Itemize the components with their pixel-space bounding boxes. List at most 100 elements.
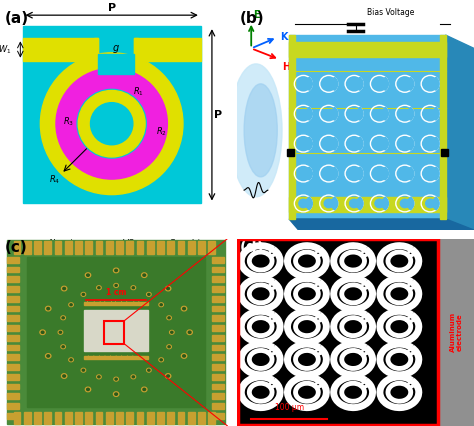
Text: H: H: [282, 62, 290, 72]
Bar: [212, 384, 224, 389]
Bar: [134, 38, 201, 60]
Circle shape: [400, 199, 409, 207]
Bar: [137, 242, 143, 253]
Circle shape: [375, 199, 384, 207]
Circle shape: [59, 331, 62, 333]
Bar: [7, 296, 19, 302]
Bar: [212, 364, 224, 370]
Circle shape: [146, 293, 151, 296]
Circle shape: [349, 80, 358, 88]
Circle shape: [349, 170, 358, 178]
Bar: [212, 257, 224, 262]
Circle shape: [113, 392, 119, 396]
Text: 100 μm: 100 μm: [274, 403, 304, 412]
Bar: [7, 325, 19, 331]
Legend: Aluminum, VO₂, Sapphire: Aluminum, VO₂, Sapphire: [18, 236, 214, 252]
Circle shape: [375, 80, 384, 88]
Circle shape: [40, 330, 46, 334]
Circle shape: [46, 354, 51, 358]
Circle shape: [324, 170, 333, 178]
Bar: [7, 413, 19, 418]
Text: E: E: [254, 10, 260, 20]
Polygon shape: [289, 219, 474, 230]
Bar: [84, 302, 148, 305]
Text: $W_1$: $W_1$: [0, 43, 11, 56]
Bar: [157, 242, 164, 253]
Circle shape: [299, 80, 308, 88]
Circle shape: [324, 199, 333, 207]
Circle shape: [375, 139, 384, 148]
Wedge shape: [405, 197, 414, 210]
Bar: [7, 345, 19, 350]
Ellipse shape: [244, 84, 277, 177]
Bar: [98, 54, 134, 74]
Bar: [24, 242, 31, 253]
Circle shape: [131, 375, 136, 379]
Bar: [147, 412, 154, 424]
Circle shape: [63, 375, 65, 377]
Bar: [14, 242, 20, 253]
Circle shape: [160, 304, 162, 306]
Circle shape: [167, 375, 169, 377]
Bar: [289, 42, 446, 57]
Bar: [289, 197, 446, 212]
Bar: [7, 286, 19, 292]
Bar: [289, 35, 295, 219]
Bar: [167, 242, 174, 253]
Bar: [104, 321, 124, 343]
Circle shape: [115, 378, 117, 380]
Wedge shape: [379, 137, 388, 150]
Circle shape: [69, 303, 73, 307]
Circle shape: [113, 268, 119, 273]
Circle shape: [400, 139, 409, 148]
Circle shape: [98, 287, 100, 289]
Circle shape: [375, 170, 384, 178]
Bar: [439, 35, 446, 219]
Bar: [178, 242, 184, 253]
Bar: [212, 296, 224, 302]
Bar: [96, 242, 102, 253]
Wedge shape: [405, 167, 414, 180]
Circle shape: [78, 90, 145, 157]
Text: $R_1$: $R_1$: [133, 85, 145, 98]
Bar: [198, 242, 205, 253]
Circle shape: [47, 308, 50, 310]
Bar: [212, 335, 224, 340]
Wedge shape: [379, 197, 388, 210]
Wedge shape: [328, 167, 337, 180]
Wedge shape: [354, 107, 363, 120]
Bar: [212, 403, 224, 409]
Text: g: g: [113, 43, 119, 53]
Bar: [7, 267, 19, 272]
Bar: [212, 374, 224, 380]
Circle shape: [142, 273, 147, 277]
Bar: [134, 38, 138, 64]
Circle shape: [98, 376, 100, 378]
Polygon shape: [446, 35, 474, 230]
Bar: [85, 412, 92, 424]
Circle shape: [299, 139, 308, 148]
Text: $R_2$: $R_2$: [156, 125, 167, 138]
Bar: [23, 38, 98, 60]
Bar: [212, 267, 224, 272]
Text: Aluminum
electrode: Aluminum electrode: [450, 312, 463, 352]
Bar: [212, 306, 224, 311]
Bar: [7, 306, 19, 311]
Wedge shape: [379, 107, 388, 120]
Bar: [212, 276, 224, 282]
Circle shape: [426, 80, 435, 88]
Bar: [7, 364, 19, 370]
Circle shape: [171, 331, 173, 333]
Circle shape: [82, 369, 84, 371]
Bar: [289, 35, 446, 219]
Bar: [7, 393, 19, 399]
Wedge shape: [405, 107, 414, 120]
Circle shape: [91, 103, 133, 145]
Circle shape: [426, 139, 435, 148]
Circle shape: [62, 317, 64, 319]
Circle shape: [114, 284, 118, 287]
Bar: [116, 412, 123, 424]
Wedge shape: [328, 197, 337, 210]
Bar: [7, 335, 19, 340]
Bar: [85, 242, 92, 253]
